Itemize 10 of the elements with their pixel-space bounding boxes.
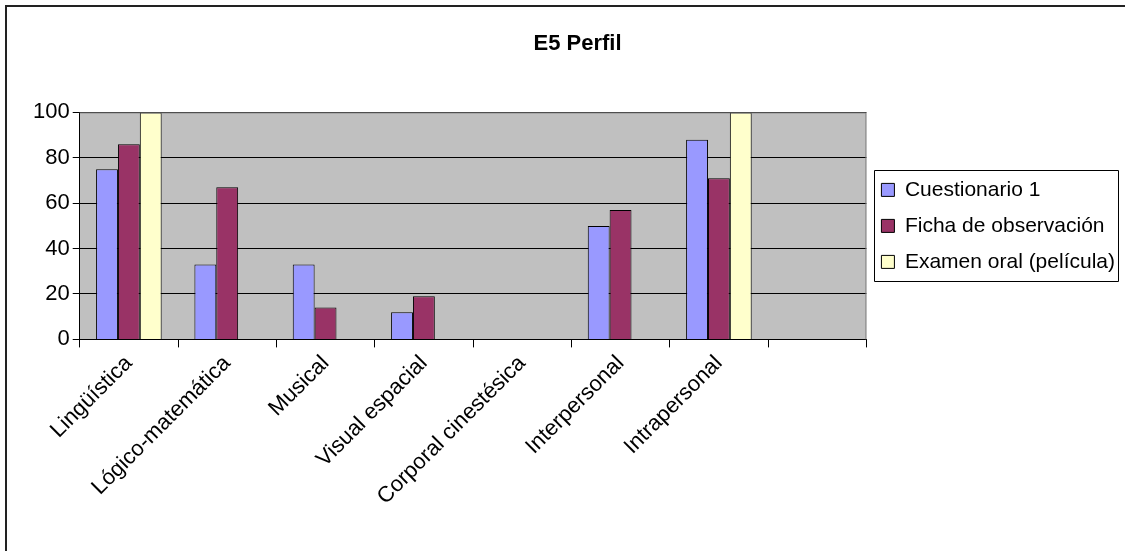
- y-tick-label: 80: [45, 143, 70, 169]
- y-tick-label: 40: [45, 234, 70, 260]
- chart-title: E5 Perfil: [533, 30, 622, 56]
- y-tick-label: 60: [45, 189, 70, 215]
- legend-label: Examen oral (película): [904, 248, 1115, 272]
- y-tick-label: 0: [57, 325, 70, 351]
- y-tick-label: 20: [45, 280, 70, 306]
- legend-label: Ficha de observación: [904, 212, 1105, 236]
- y-tick-label: 100: [32, 98, 70, 124]
- legend-label: Cuestionario 1: [904, 176, 1041, 200]
